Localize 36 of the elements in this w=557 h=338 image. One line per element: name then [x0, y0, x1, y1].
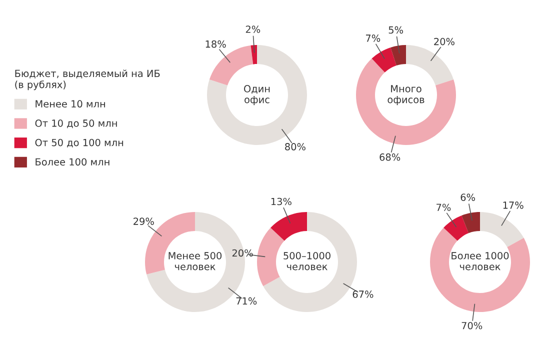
- legend-label: Более 100 млн: [36, 158, 110, 166]
- donut-slice: [444, 216, 469, 241]
- donut-slice: [390, 45, 406, 66]
- data-label: 20%: [232, 249, 253, 257]
- text: Менее 500 человек: [168, 252, 222, 270]
- data-label: 71%: [236, 297, 257, 305]
- legend-title: Бюджет, выделяемый на ИБ (в рублях): [15, 70, 160, 90]
- data-label: 7%: [366, 34, 380, 42]
- data-label: 70%: [462, 322, 482, 330]
- donut-slice: [406, 45, 454, 86]
- donut-slice: [257, 228, 284, 286]
- data-label: 68%: [380, 153, 400, 161]
- donut-slice: [480, 212, 524, 248]
- legend-label: Менее 10 млн: [36, 100, 105, 108]
- data-label: 5%: [388, 26, 404, 34]
- text: 500–1000 человек: [284, 252, 330, 270]
- data-label: 2%: [246, 26, 260, 33]
- donut-slice: [462, 212, 480, 234]
- legend-label: От 50 до 100 млн: [35, 138, 124, 148]
- donut-slice: [372, 47, 396, 72]
- donut-slice: [356, 58, 456, 145]
- donut-slice: [270, 212, 307, 241]
- data-label: 17%: [503, 202, 524, 209]
- data-label: 18%: [206, 40, 226, 48]
- text: Более 1000 человек: [452, 252, 509, 270]
- text: Один офис: [244, 85, 270, 106]
- data-label: 7%: [436, 204, 451, 212]
- text: Много офисов: [388, 85, 424, 106]
- legend-label: От 10 до 50 млн: [35, 120, 117, 128]
- data-label: 20%: [434, 38, 454, 46]
- data-label: 80%: [285, 143, 306, 150]
- data-label: 6%: [460, 194, 475, 201]
- data-label: 13%: [271, 198, 292, 206]
- data-label: 67%: [352, 290, 374, 298]
- data-label: 29%: [134, 218, 154, 225]
- donut-slice: [430, 228, 530, 312]
